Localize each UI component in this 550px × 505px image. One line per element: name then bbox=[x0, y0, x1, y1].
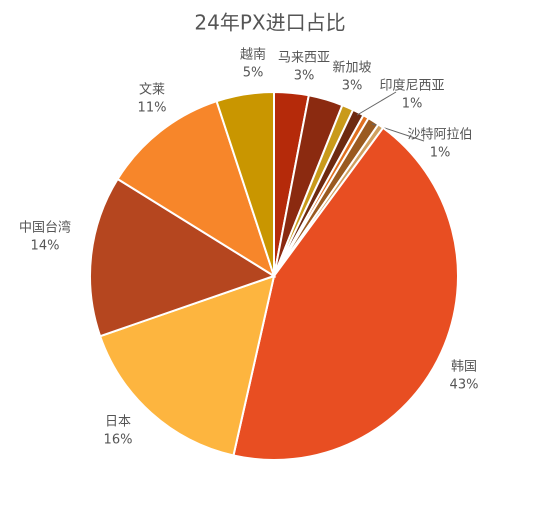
pie-slice bbox=[89, 177, 277, 338]
value-label: 3% bbox=[342, 79, 363, 94]
slice-label: 新加坡 bbox=[332, 60, 371, 76]
slice-label: 韩国 bbox=[451, 360, 477, 375]
slice-label: 越南 bbox=[240, 47, 266, 63]
value-label: 14% bbox=[31, 239, 60, 254]
value-label: 3% bbox=[294, 69, 315, 84]
pie-slice bbox=[98, 274, 276, 457]
slice-label: 中国台湾 bbox=[19, 220, 71, 236]
value-label: 11% bbox=[138, 101, 167, 116]
value-label: 1% bbox=[430, 146, 451, 161]
pie-slice bbox=[215, 90, 275, 277]
value-label: 16% bbox=[104, 433, 133, 448]
chart-title: 24年PX进口占比 bbox=[194, 11, 345, 35]
slice-label: 沙特阿拉伯 bbox=[407, 128, 472, 143]
value-label: 43% bbox=[450, 378, 479, 393]
pie-slice bbox=[116, 99, 276, 279]
slice-label: 文莱 bbox=[139, 83, 165, 98]
slice-label: 日本 bbox=[105, 415, 131, 430]
value-label: 1% bbox=[402, 97, 423, 112]
value-label: 5% bbox=[243, 66, 264, 81]
slice-label: 马来西亚 bbox=[278, 51, 330, 66]
pie-slice bbox=[232, 126, 459, 461]
slice-label: 印度尼西亚 bbox=[379, 78, 444, 94]
leader-line bbox=[356, 91, 397, 116]
